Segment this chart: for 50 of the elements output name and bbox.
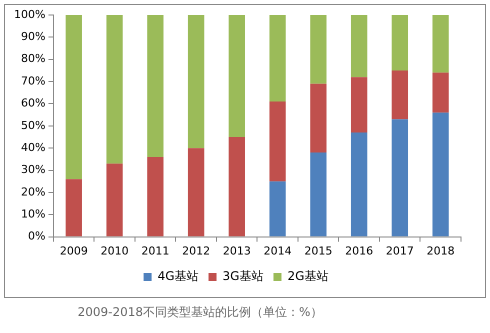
text: 2009-2018不同类型基站的比例（单位：%）: [76, 304, 324, 321]
y-tick-label: 10%: [20, 207, 46, 220]
legend-label: 2G基站: [287, 269, 328, 284]
bar: [310, 15, 327, 84]
x-tick-label: 2017: [386, 244, 414, 258]
x-tick-label: 2011: [141, 244, 170, 258]
legend-label: 4G基站: [158, 269, 199, 284]
y-tick-label: 20%: [20, 185, 46, 198]
bar: [350, 15, 368, 78]
y-tick-label: 50%: [20, 118, 46, 132]
y-tick-label: 30%: [20, 163, 46, 176]
x-tick-label: 2018: [426, 244, 455, 258]
y-tick-label: 80%: [20, 52, 46, 66]
x-tick-label: 2012: [182, 244, 210, 258]
bar: [188, 148, 204, 236]
bar: [310, 152, 327, 236]
bar: [228, 15, 245, 137]
bar: [106, 164, 123, 236]
legend-label: 3G基站: [222, 269, 264, 284]
bar: [392, 119, 408, 236]
bar: [106, 15, 123, 164]
bar: [228, 136, 245, 236]
y-tick-label: 40%: [20, 140, 46, 154]
bar: [350, 77, 368, 133]
bar: [432, 112, 449, 236]
x-tick-label: 2010: [100, 244, 129, 258]
y-tick-label: 60%: [20, 96, 46, 110]
bar: [269, 15, 286, 102]
bar: [432, 15, 449, 73]
bar: [350, 132, 368, 236]
bar: [147, 15, 164, 157]
bar: [66, 179, 82, 236]
bar: [310, 84, 327, 153]
x-tick-label: 2013: [222, 244, 251, 258]
y-tick-label: 100%: [14, 8, 46, 21]
bar: [269, 102, 286, 182]
bar: [188, 15, 204, 148]
x-tick-label: 2016: [345, 244, 374, 258]
y-tick-label: 70%: [20, 74, 46, 88]
bar: [66, 15, 82, 180]
bar: [392, 15, 408, 70]
y-tick-label: 90%: [20, 30, 46, 44]
bar: [432, 72, 449, 113]
x-tick-label: 2014: [264, 244, 292, 258]
bar: [269, 181, 286, 236]
x-tick-label: 2009: [60, 244, 88, 258]
y-tick-label: 0%: [28, 230, 46, 243]
bar: [392, 70, 408, 120]
x-tick-label: 2015: [304, 244, 332, 258]
bar: [147, 156, 164, 236]
